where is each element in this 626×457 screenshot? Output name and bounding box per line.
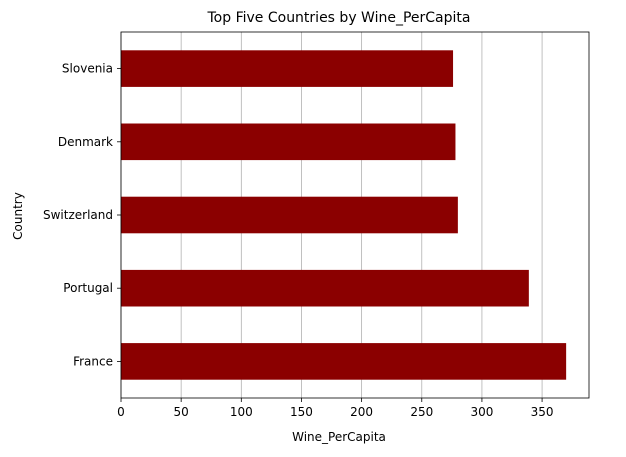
y-tick-label-switzerland: Switzerland (43, 208, 113, 222)
y-tick-label-france: France (73, 354, 113, 368)
x-axis-label: Wine_PerCapita (292, 430, 386, 444)
bar-france (121, 343, 567, 380)
bar-switzerland (121, 196, 458, 234)
bar-denmark (121, 123, 456, 161)
y-tick-label-denmark: Denmark (58, 135, 113, 149)
x-tick-label-2: 100 (230, 405, 253, 419)
ticks: 0 50 100 150 200 250 300 350 France Portugal Switz… (43, 62, 554, 419)
y-tick-label-slovenia: Slovenia (62, 62, 113, 76)
x-tick-label-3: 150 (290, 405, 313, 419)
x-tick-label-7: 350 (531, 405, 554, 419)
chart-title: Top Five Countries by Wine_PerCapita (207, 10, 471, 26)
bars (121, 50, 567, 380)
y-tick-label-portugal: Portugal (63, 281, 113, 295)
x-tick-label-6: 300 (470, 405, 493, 419)
x-tick-label-0: 0 (117, 405, 125, 419)
x-tick-label-5: 250 (410, 405, 433, 419)
y-axis-label: Country (11, 192, 25, 240)
bar-portugal (121, 269, 529, 307)
x-tick-label-4: 200 (350, 405, 373, 419)
bar-slovenia (121, 50, 454, 87)
x-tick-label-1: 50 (174, 405, 189, 419)
